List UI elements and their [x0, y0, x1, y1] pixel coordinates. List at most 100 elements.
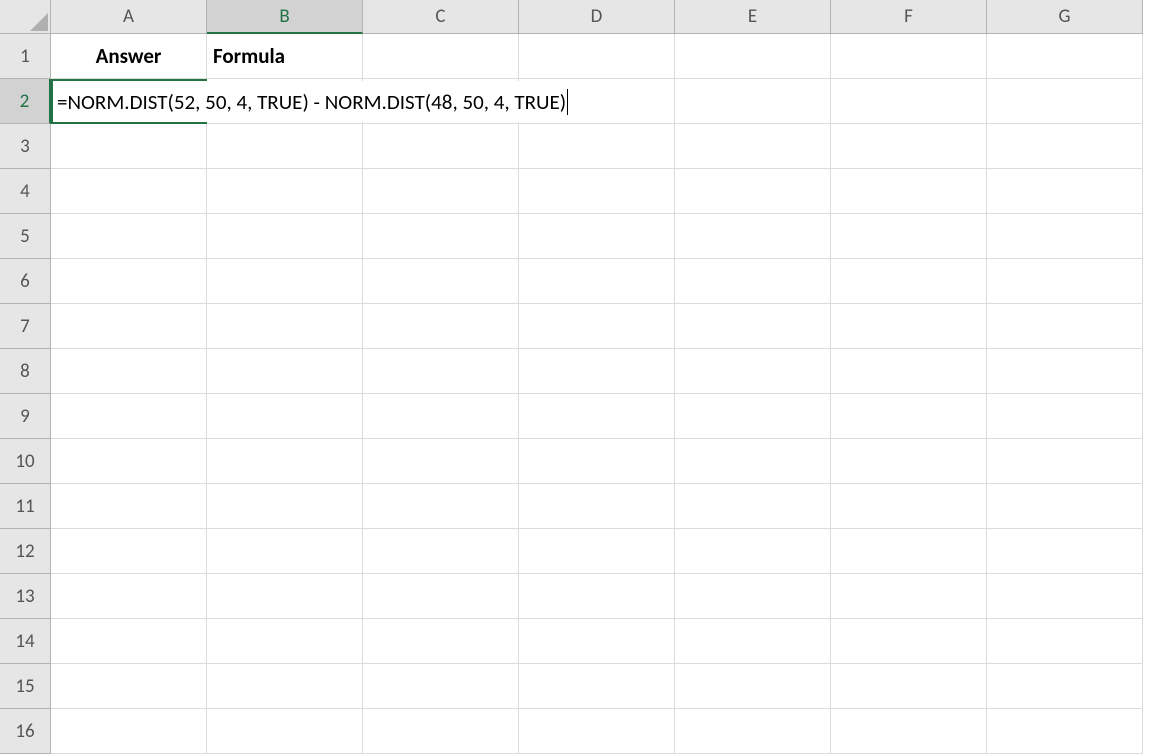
cell-G8[interactable]: [987, 349, 1143, 394]
col-header-G[interactable]: G: [987, 0, 1143, 34]
cell-B11[interactable]: [207, 484, 363, 529]
cell-E5[interactable]: [675, 214, 831, 259]
cell-G4[interactable]: [987, 169, 1143, 214]
cell-C9[interactable]: [363, 394, 519, 439]
cell-F12[interactable]: [831, 529, 987, 574]
cell-E12[interactable]: [675, 529, 831, 574]
cell-editor[interactable]: =NORM.DIST(52, 50, 4, TRUE) - NORM.DIST(…: [53, 81, 572, 122]
cell-C1[interactable]: [363, 34, 519, 79]
cell-E11[interactable]: [675, 484, 831, 529]
cell-B3[interactable]: [207, 124, 363, 169]
col-header-D[interactable]: D: [519, 0, 675, 34]
row-header-9[interactable]: 9: [0, 394, 51, 439]
row-header-4[interactable]: 4: [0, 169, 51, 214]
cell-A1[interactable]: Answer: [51, 34, 207, 79]
row-header-7[interactable]: 7: [0, 304, 51, 349]
cell-B16[interactable]: [207, 709, 363, 754]
row-header-16[interactable]: 16: [0, 709, 51, 754]
cell-A8[interactable]: [51, 349, 207, 394]
cell-A14[interactable]: [51, 619, 207, 664]
cell-B15[interactable]: [207, 664, 363, 709]
cell-C7[interactable]: [363, 304, 519, 349]
cell-B5[interactable]: [207, 214, 363, 259]
cell-G3[interactable]: [987, 124, 1143, 169]
row-header-12[interactable]: 12: [0, 529, 51, 574]
cell-D15[interactable]: [519, 664, 675, 709]
cell-D10[interactable]: [519, 439, 675, 484]
cell-G7[interactable]: [987, 304, 1143, 349]
cell-G13[interactable]: [987, 574, 1143, 619]
cell-C4[interactable]: [363, 169, 519, 214]
cell-A9[interactable]: [51, 394, 207, 439]
cell-D8[interactable]: [519, 349, 675, 394]
col-header-A[interactable]: A: [51, 0, 207, 34]
cell-G16[interactable]: [987, 709, 1143, 754]
cell-G9[interactable]: [987, 394, 1143, 439]
cell-F15[interactable]: [831, 664, 987, 709]
cell-C11[interactable]: [363, 484, 519, 529]
col-header-C[interactable]: C: [363, 0, 519, 34]
cell-A6[interactable]: [51, 259, 207, 304]
cell-D14[interactable]: [519, 619, 675, 664]
cell-F3[interactable]: [831, 124, 987, 169]
cell-F9[interactable]: [831, 394, 987, 439]
cell-F8[interactable]: [831, 349, 987, 394]
cell-F14[interactable]: [831, 619, 987, 664]
cell-F4[interactable]: [831, 169, 987, 214]
cell-E7[interactable]: [675, 304, 831, 349]
cell-E13[interactable]: [675, 574, 831, 619]
cell-E15[interactable]: [675, 664, 831, 709]
cell-G1[interactable]: [987, 34, 1143, 79]
row-header-14[interactable]: 14: [0, 619, 51, 664]
cell-D7[interactable]: [519, 304, 675, 349]
cell-C12[interactable]: [363, 529, 519, 574]
cell-A3[interactable]: [51, 124, 207, 169]
cell-B13[interactable]: [207, 574, 363, 619]
cell-D6[interactable]: [519, 259, 675, 304]
cell-B8[interactable]: [207, 349, 363, 394]
cell-A10[interactable]: [51, 439, 207, 484]
cell-D12[interactable]: [519, 529, 675, 574]
cell-A11[interactable]: [51, 484, 207, 529]
cell-D11[interactable]: [519, 484, 675, 529]
row-header-6[interactable]: 6: [0, 259, 51, 304]
cell-E6[interactable]: [675, 259, 831, 304]
cell-A15[interactable]: [51, 664, 207, 709]
row-header-5[interactable]: 5: [0, 214, 51, 259]
cell-C16[interactable]: [363, 709, 519, 754]
cell-G10[interactable]: [987, 439, 1143, 484]
cell-D5[interactable]: [519, 214, 675, 259]
cell-B14[interactable]: [207, 619, 363, 664]
cell-E3[interactable]: [675, 124, 831, 169]
cell-A12[interactable]: [51, 529, 207, 574]
cell-E1[interactable]: [675, 34, 831, 79]
row-header-2[interactable]: 2: [0, 79, 51, 124]
row-header-15[interactable]: 15: [0, 664, 51, 709]
cell-G5[interactable]: [987, 214, 1143, 259]
cell-C3[interactable]: [363, 124, 519, 169]
cell-G11[interactable]: [987, 484, 1143, 529]
cell-C15[interactable]: [363, 664, 519, 709]
cell-B10[interactable]: [207, 439, 363, 484]
cell-E16[interactable]: [675, 709, 831, 754]
cell-F10[interactable]: [831, 439, 987, 484]
cell-E10[interactable]: [675, 439, 831, 484]
row-header-1[interactable]: 1: [0, 34, 51, 79]
cell-F13[interactable]: [831, 574, 987, 619]
cell-G12[interactable]: [987, 529, 1143, 574]
cell-B1[interactable]: Formula: [207, 34, 363, 79]
cell-F6[interactable]: [831, 259, 987, 304]
cell-A16[interactable]: [51, 709, 207, 754]
cell-C8[interactable]: [363, 349, 519, 394]
cell-D13[interactable]: [519, 574, 675, 619]
cell-A13[interactable]: [51, 574, 207, 619]
cell-A5[interactable]: [51, 214, 207, 259]
cell-C13[interactable]: [363, 574, 519, 619]
cell-B4[interactable]: [207, 169, 363, 214]
cell-F1[interactable]: [831, 34, 987, 79]
cell-G6[interactable]: [987, 259, 1143, 304]
cell-C14[interactable]: [363, 619, 519, 664]
cell-F7[interactable]: [831, 304, 987, 349]
cell-F16[interactable]: [831, 709, 987, 754]
row-header-10[interactable]: 10: [0, 439, 51, 484]
